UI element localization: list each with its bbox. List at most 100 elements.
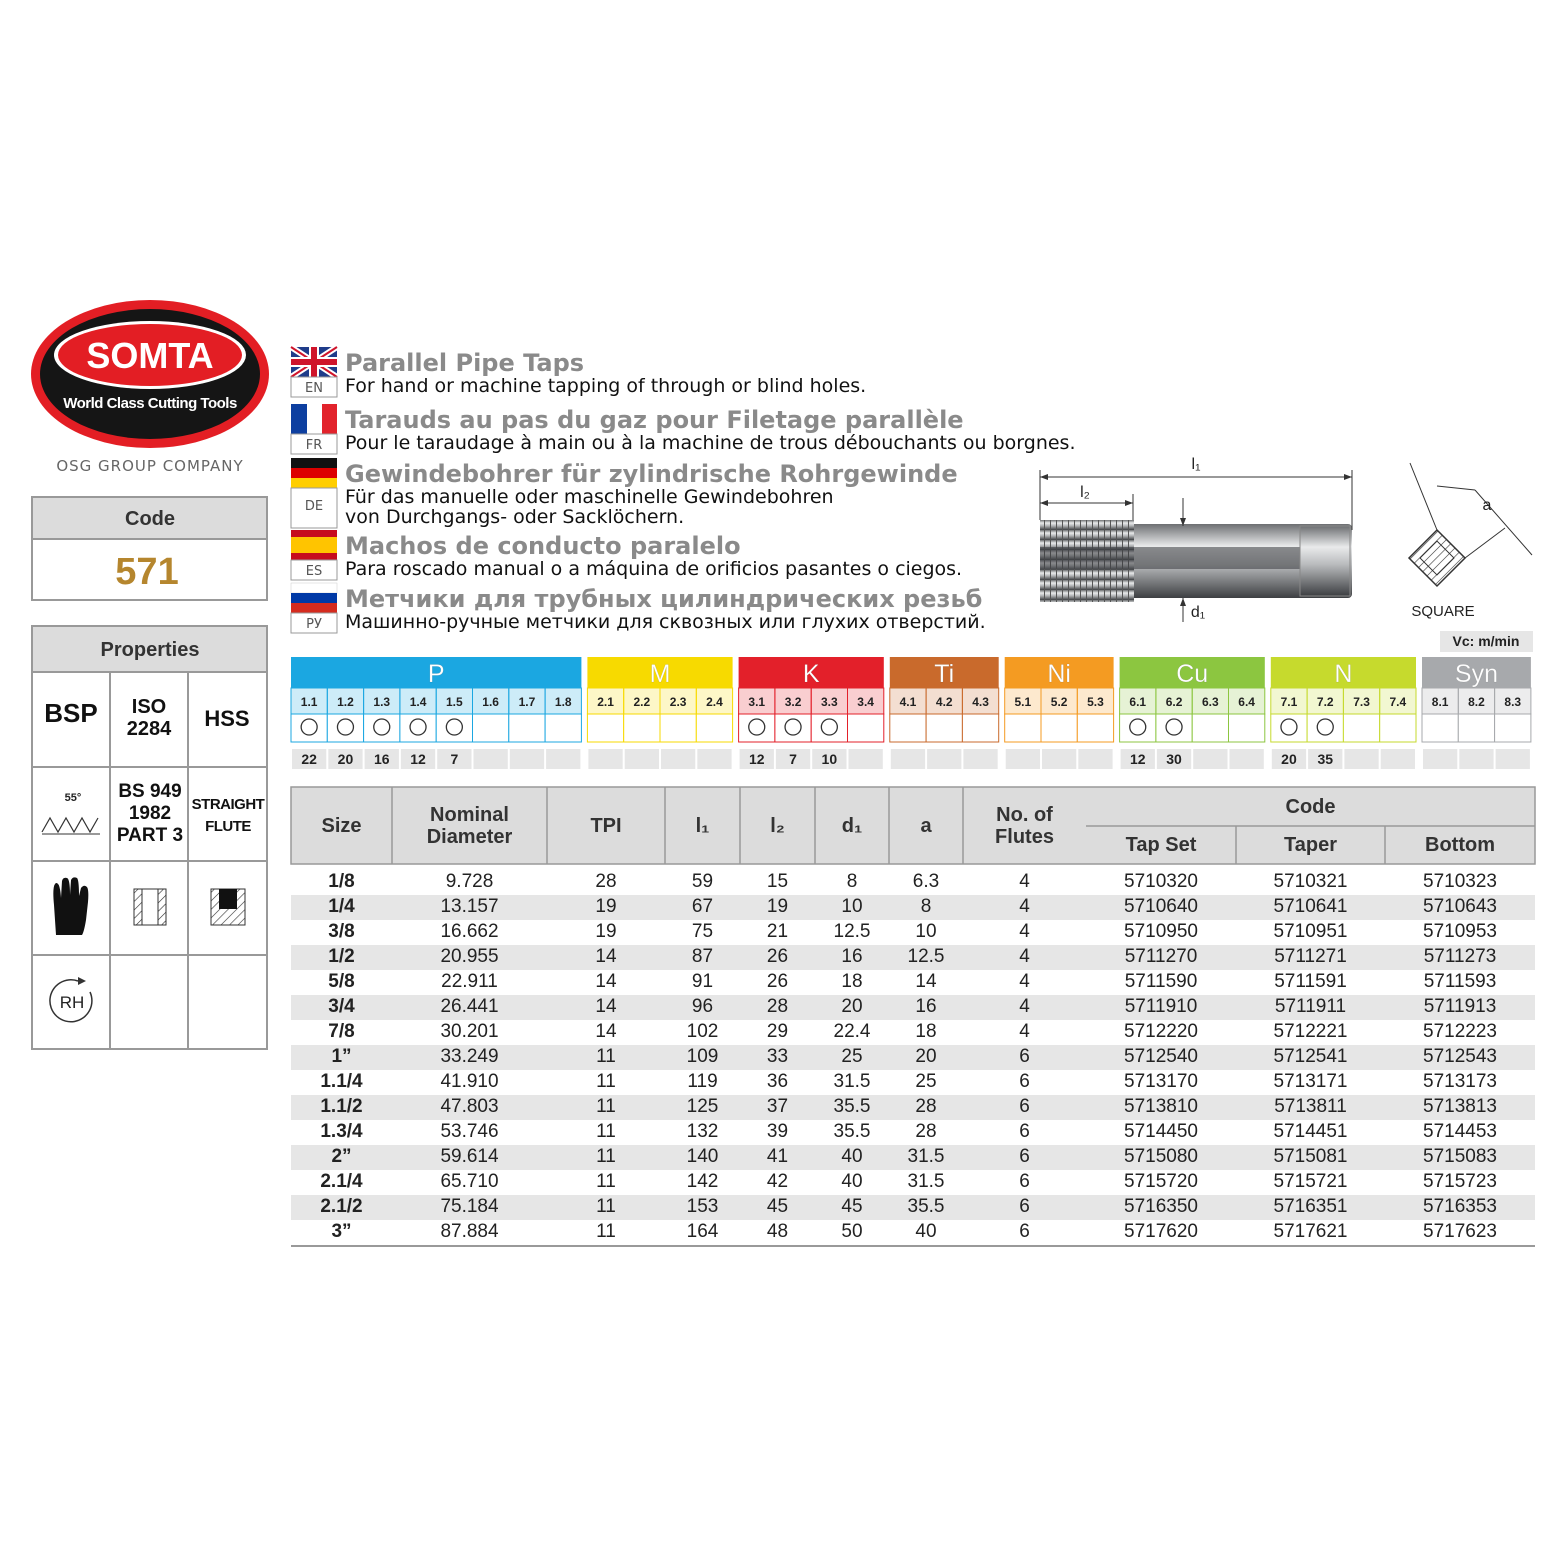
speed-cell bbox=[775, 749, 811, 769]
table-cell: 5711911 bbox=[1274, 996, 1347, 1018]
flag-ru bbox=[290, 582, 338, 613]
table-cell: 5715081 bbox=[1273, 1146, 1348, 1168]
suitability-cell bbox=[1342, 713, 1381, 743]
suitability-mark bbox=[445, 718, 464, 736]
table-cell: 30.201 bbox=[440, 1021, 499, 1043]
table-cell: 4 bbox=[1019, 1021, 1030, 1043]
flag-fr bbox=[291, 404, 337, 434]
speed-cell bbox=[437, 749, 472, 769]
table-cell: 5710323 bbox=[1423, 871, 1497, 893]
suitability-cell bbox=[1494, 713, 1532, 743]
blind-hole-icon bbox=[210, 888, 246, 926]
table-cell: 14 bbox=[595, 1021, 617, 1043]
code-label: Code bbox=[125, 508, 175, 530]
material-header bbox=[1422, 657, 1531, 688]
table-cell: 59 bbox=[691, 871, 714, 893]
speed-cell bbox=[812, 749, 847, 769]
table-cell: 41.910 bbox=[440, 1071, 499, 1093]
suitability-cell bbox=[1004, 713, 1042, 743]
speed-cell bbox=[890, 749, 926, 769]
language-title: Gewindebohrer für zylindrische Rohrgewin… bbox=[345, 460, 958, 488]
table-cell: 5715723 bbox=[1423, 1171, 1497, 1193]
table-cell: 5715083 bbox=[1423, 1146, 1497, 1168]
subgroup-label: 3.1 bbox=[748, 695, 765, 709]
row-stripe bbox=[291, 1095, 1535, 1120]
table-cell: 10 bbox=[841, 896, 863, 918]
table-cell: 11 bbox=[596, 1146, 616, 1168]
column-header: l₂ bbox=[770, 814, 785, 837]
material-name: K bbox=[803, 660, 820, 688]
speed-cell bbox=[848, 749, 883, 769]
subgroup-label: 8.2 bbox=[1468, 695, 1485, 709]
suitability-mark bbox=[336, 718, 355, 736]
subgroup-cell bbox=[1004, 687, 1042, 715]
table-cell: 12.5 bbox=[907, 946, 945, 968]
subgroup-label: 5.1 bbox=[1015, 695, 1032, 709]
speed-cell bbox=[927, 749, 962, 769]
table-cell: 87.884 bbox=[440, 1221, 499, 1243]
speed-cell bbox=[364, 749, 399, 769]
language-code: DE bbox=[305, 499, 323, 514]
speed-unit: Vc: m/min bbox=[1453, 633, 1520, 649]
subgroup-label: 1.2 bbox=[337, 695, 354, 709]
table-cell: 11 bbox=[596, 1046, 616, 1068]
suitability-mark bbox=[1280, 718, 1298, 736]
suitability-cell bbox=[1379, 713, 1417, 743]
table-cell: 26.441 bbox=[440, 996, 499, 1018]
material-header bbox=[1119, 657, 1265, 688]
size-cell: 2.1/4 bbox=[320, 1171, 363, 1193]
column-header: Nominal Diameter bbox=[426, 803, 513, 848]
material-name: P bbox=[428, 660, 445, 688]
table-cell: 12.5 bbox=[833, 921, 871, 943]
thread-angle-icon: 55° bbox=[41, 792, 100, 835]
subgroup-label: 1.1 bbox=[301, 695, 318, 709]
suitability-cell bbox=[961, 713, 1000, 743]
language-code: EN bbox=[305, 381, 323, 396]
speed-cell bbox=[1156, 749, 1192, 769]
language-title: Tarauds au pas du gaz pour Filetage para… bbox=[345, 406, 964, 434]
subgroup-cell bbox=[695, 687, 734, 715]
speed-cell bbox=[697, 749, 732, 769]
square-label: SQUARE bbox=[1411, 603, 1474, 620]
material-header bbox=[1004, 657, 1114, 688]
cutting-speed: 12 bbox=[749, 751, 765, 767]
suitability-cell bbox=[544, 713, 582, 743]
subgroup-label: 6.3 bbox=[1202, 695, 1219, 709]
table-cell: 5710320 bbox=[1124, 871, 1198, 893]
table-cell: 22.911 bbox=[441, 971, 498, 993]
tagline: World Class Cutting Tools bbox=[63, 395, 237, 412]
properties-title: Properties bbox=[101, 639, 200, 661]
subgroup-label: 3.2 bbox=[785, 695, 802, 709]
flute: FLUTE bbox=[205, 818, 251, 835]
table-cell: 6 bbox=[1019, 1146, 1030, 1168]
table-cell: 5711590 bbox=[1124, 971, 1198, 993]
table-cell: 14 bbox=[595, 996, 617, 1018]
subgroup-cell bbox=[1306, 687, 1344, 715]
table-cell: 5715080 bbox=[1124, 1146, 1198, 1168]
table-cell: 35.5 bbox=[833, 1121, 871, 1143]
cutting-speed: 7 bbox=[450, 751, 458, 767]
table-cell: 28 bbox=[595, 871, 617, 893]
table-cell: 5711593 bbox=[1423, 971, 1497, 993]
table-cell: 4 bbox=[1019, 896, 1030, 918]
table-cell: 5710321 bbox=[1273, 871, 1348, 893]
standard: BSP bbox=[44, 698, 97, 728]
table-cell: 119 bbox=[687, 1071, 718, 1093]
subgroup-label: 4.3 bbox=[972, 695, 989, 709]
subgroup-cell bbox=[1228, 687, 1266, 715]
column-header: a bbox=[920, 814, 932, 837]
table-cell: 40 bbox=[915, 1221, 937, 1243]
speed-cell bbox=[661, 749, 696, 769]
subgroup-label: 4.1 bbox=[900, 695, 917, 709]
subgroup-cell bbox=[1421, 687, 1459, 715]
spec: 1982 bbox=[129, 803, 171, 824]
subgroup-cell bbox=[399, 687, 437, 715]
speed-cell bbox=[328, 749, 363, 769]
table-cell: 5713170 bbox=[1124, 1071, 1198, 1093]
table-cell: 5711913 bbox=[1423, 996, 1497, 1018]
table-cell: 96 bbox=[691, 996, 714, 1018]
table-cell: 25 bbox=[841, 1046, 863, 1068]
suitability-cell bbox=[847, 713, 885, 743]
table-cell: 75 bbox=[691, 921, 714, 943]
column-header: Taper bbox=[1284, 834, 1337, 856]
